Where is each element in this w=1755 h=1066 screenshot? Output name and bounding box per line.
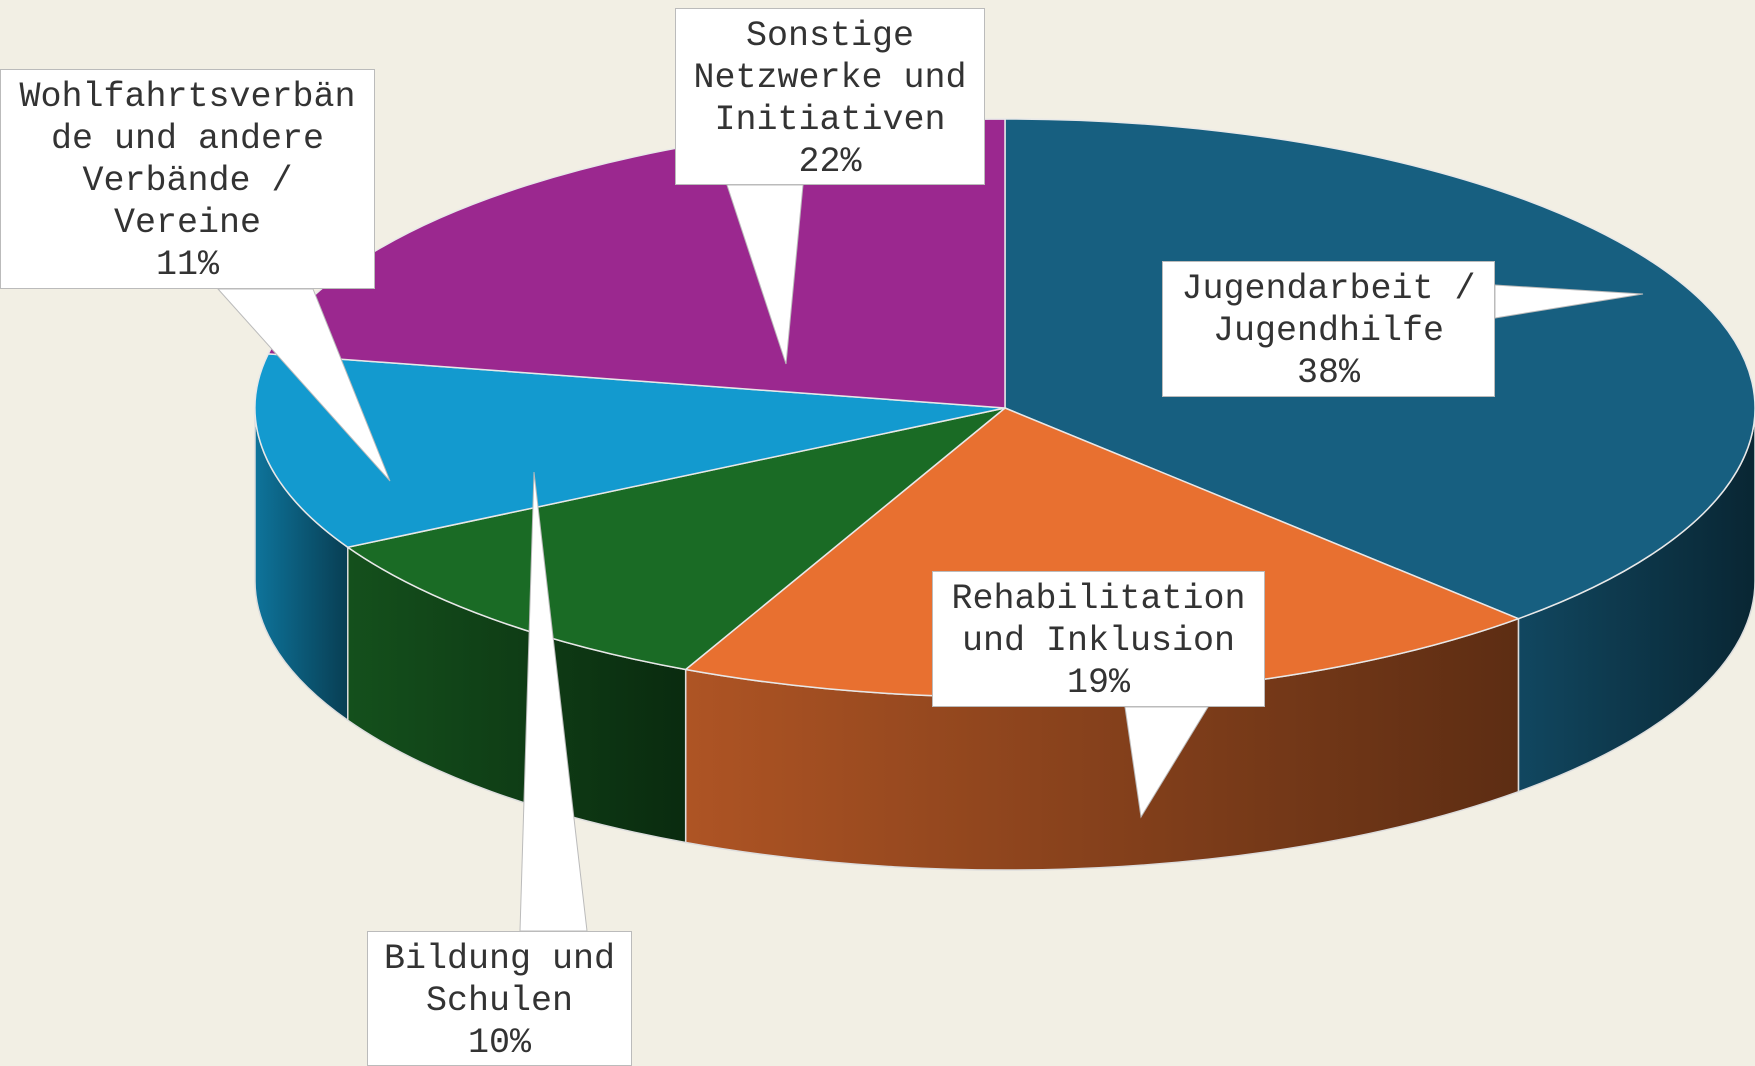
category-label: Sonstige Netzwerke und Initiativen (693, 16, 967, 140)
value-label: 11% (155, 245, 219, 285)
data-label: Wohlfahrtsverbände und andere Verbände /… (0, 69, 375, 289)
value-label: 10% (467, 1023, 531, 1063)
value-label: 22% (798, 142, 862, 182)
data-label: Sonstige Netzwerke und Initiativen 22% (675, 8, 985, 185)
slice (254, 353, 1006, 549)
category-label: Rehabilitation und Inklusion (951, 579, 1246, 661)
callout-pointer (726, 184, 804, 365)
callout-pointer (1494, 284, 1644, 319)
category-label: Bildung und Schulen (383, 939, 616, 1021)
category-label: Jugendarbeit / Jugendhilfe (1181, 269, 1476, 351)
callout-pointer (216, 288, 391, 482)
category-label: Wohlfahrtsverbände und andere Verbände /… (19, 77, 356, 243)
value-label: 19% (1066, 663, 1130, 703)
data-label: Jugendarbeit / Jugendhilfe 38% (1162, 261, 1495, 397)
slice (345, 407, 1006, 671)
callout-pointer (1124, 706, 1209, 819)
data-label: Bildung und Schulen 10% (367, 931, 632, 1066)
value-label: 38% (1296, 353, 1360, 393)
data-label: Rehabilitation und Inklusion 19% (932, 571, 1265, 707)
